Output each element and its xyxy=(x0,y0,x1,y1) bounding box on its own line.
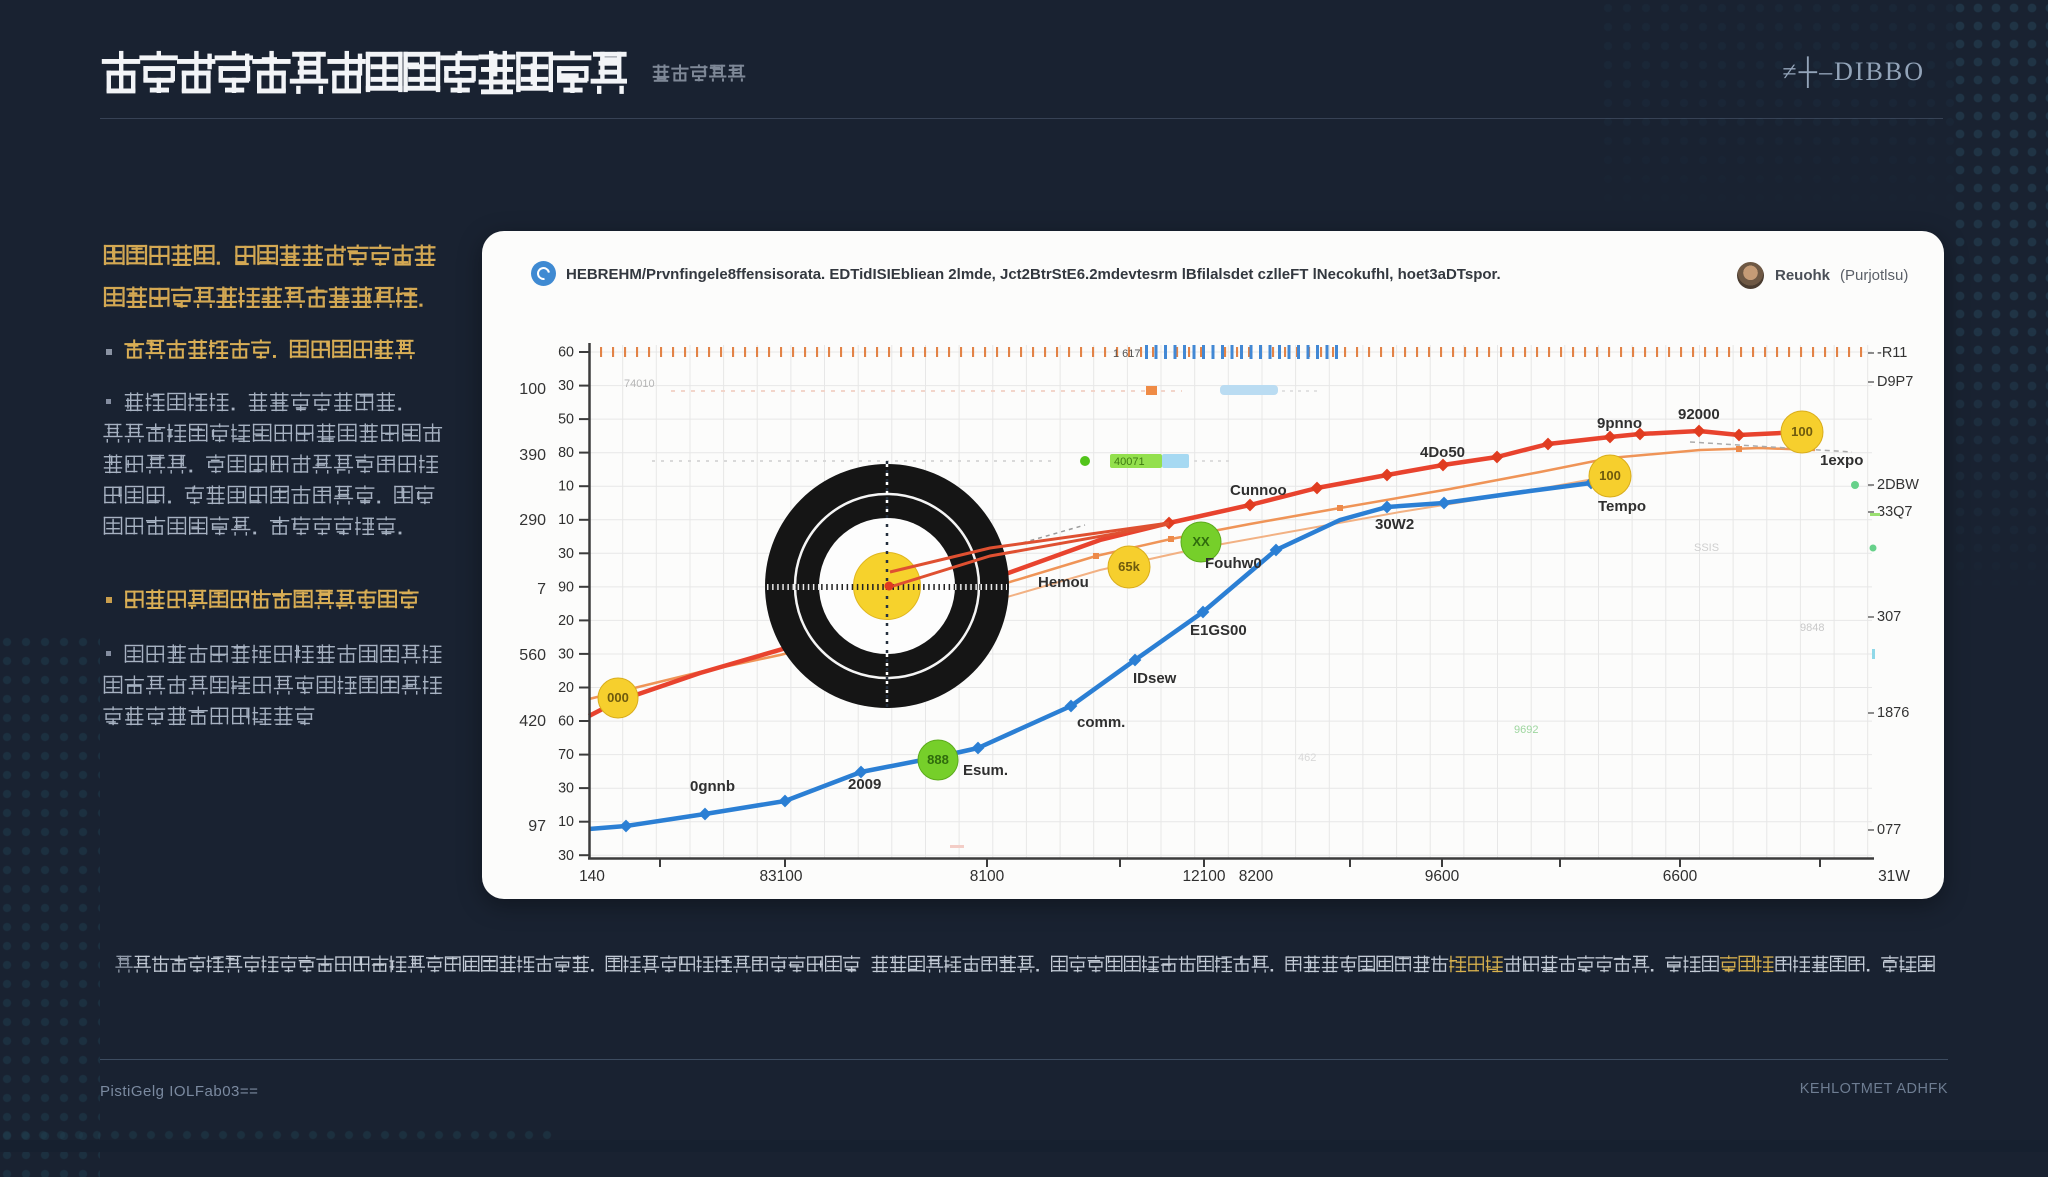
svg-text:D9P7: D9P7 xyxy=(1877,374,1913,390)
svg-text:65k: 65k xyxy=(1118,559,1140,574)
svg-text:390: 390 xyxy=(519,447,546,464)
svg-text:30: 30 xyxy=(558,546,574,562)
svg-text:-R11: -R11 xyxy=(1877,345,1907,361)
svg-text:1expo: 1expo xyxy=(1820,452,1863,469)
svg-text:30: 30 xyxy=(558,781,574,797)
svg-text:Fouhw0: Fouhw0 xyxy=(1205,555,1262,572)
svg-text:140: 140 xyxy=(579,868,605,885)
svg-text:8200: 8200 xyxy=(1239,868,1274,885)
svg-text:9600: 9600 xyxy=(1425,868,1460,885)
svg-text:60: 60 xyxy=(558,714,574,730)
svg-text:7: 7 xyxy=(537,581,546,598)
svg-text:20: 20 xyxy=(558,613,574,629)
svg-text:30W2: 30W2 xyxy=(1375,516,1414,533)
svg-text:comm.: comm. xyxy=(1077,714,1125,731)
svg-text:8100: 8100 xyxy=(970,868,1005,885)
svg-text:33Q7: 33Q7 xyxy=(1877,504,1912,520)
svg-text:0gnnb: 0gnnb xyxy=(690,778,735,795)
svg-text:30: 30 xyxy=(558,848,574,864)
svg-text:420: 420 xyxy=(519,713,546,730)
svg-text:100: 100 xyxy=(1599,468,1621,483)
svg-text:12100: 12100 xyxy=(1182,868,1225,885)
svg-text:9848: 9848 xyxy=(1800,622,1824,634)
svg-text:4Do50: 4Do50 xyxy=(1420,444,1465,461)
svg-text:40071: 40071 xyxy=(1114,456,1145,468)
svg-text:20: 20 xyxy=(558,680,574,696)
svg-text:30: 30 xyxy=(558,646,574,662)
svg-text:Hemou: Hemou xyxy=(1038,574,1089,591)
svg-text:100: 100 xyxy=(519,381,546,398)
svg-text:462: 462 xyxy=(1298,752,1316,764)
svg-text:83100: 83100 xyxy=(759,868,802,885)
svg-text:6600: 6600 xyxy=(1663,868,1698,885)
svg-text:80: 80 xyxy=(558,445,574,461)
svg-text:9692: 9692 xyxy=(1514,724,1538,736)
svg-text:9pnno: 9pnno xyxy=(1597,415,1642,432)
svg-text:XX: XX xyxy=(1192,534,1210,549)
svg-text:100: 100 xyxy=(1791,424,1813,439)
svg-text:888: 888 xyxy=(927,752,949,767)
svg-text:Cunnoo: Cunnoo xyxy=(1230,482,1287,499)
svg-text:000: 000 xyxy=(607,690,629,705)
svg-text:1876: 1876 xyxy=(1877,705,1909,721)
svg-text:E1GS00: E1GS00 xyxy=(1190,622,1247,639)
svg-text:2009: 2009 xyxy=(848,776,881,793)
svg-text:1 617: 1 617 xyxy=(1113,348,1141,360)
svg-text:70: 70 xyxy=(558,747,574,763)
svg-text:10: 10 xyxy=(558,479,574,495)
svg-text:Tempo: Tempo xyxy=(1598,498,1646,515)
svg-text:92000: 92000 xyxy=(1678,406,1720,423)
svg-text:SSIS: SSIS xyxy=(1694,542,1719,554)
svg-text:31W: 31W xyxy=(1878,868,1910,885)
svg-text:Esum.: Esum. xyxy=(963,762,1008,779)
svg-text:307: 307 xyxy=(1877,609,1901,625)
svg-text:10: 10 xyxy=(558,814,574,830)
svg-text:560: 560 xyxy=(519,647,546,664)
svg-text:50: 50 xyxy=(558,412,574,428)
svg-text:74010: 74010 xyxy=(624,378,655,390)
svg-text:97: 97 xyxy=(528,818,546,835)
svg-text:IDsew: IDsew xyxy=(1133,670,1177,687)
svg-text:077: 077 xyxy=(1877,822,1901,838)
svg-text:90: 90 xyxy=(558,579,574,595)
svg-text:60: 60 xyxy=(558,345,574,361)
svg-text:10: 10 xyxy=(558,512,574,528)
svg-text:290: 290 xyxy=(519,512,546,529)
svg-text:2DBW: 2DBW xyxy=(1877,477,1919,493)
svg-text:30: 30 xyxy=(558,378,574,394)
